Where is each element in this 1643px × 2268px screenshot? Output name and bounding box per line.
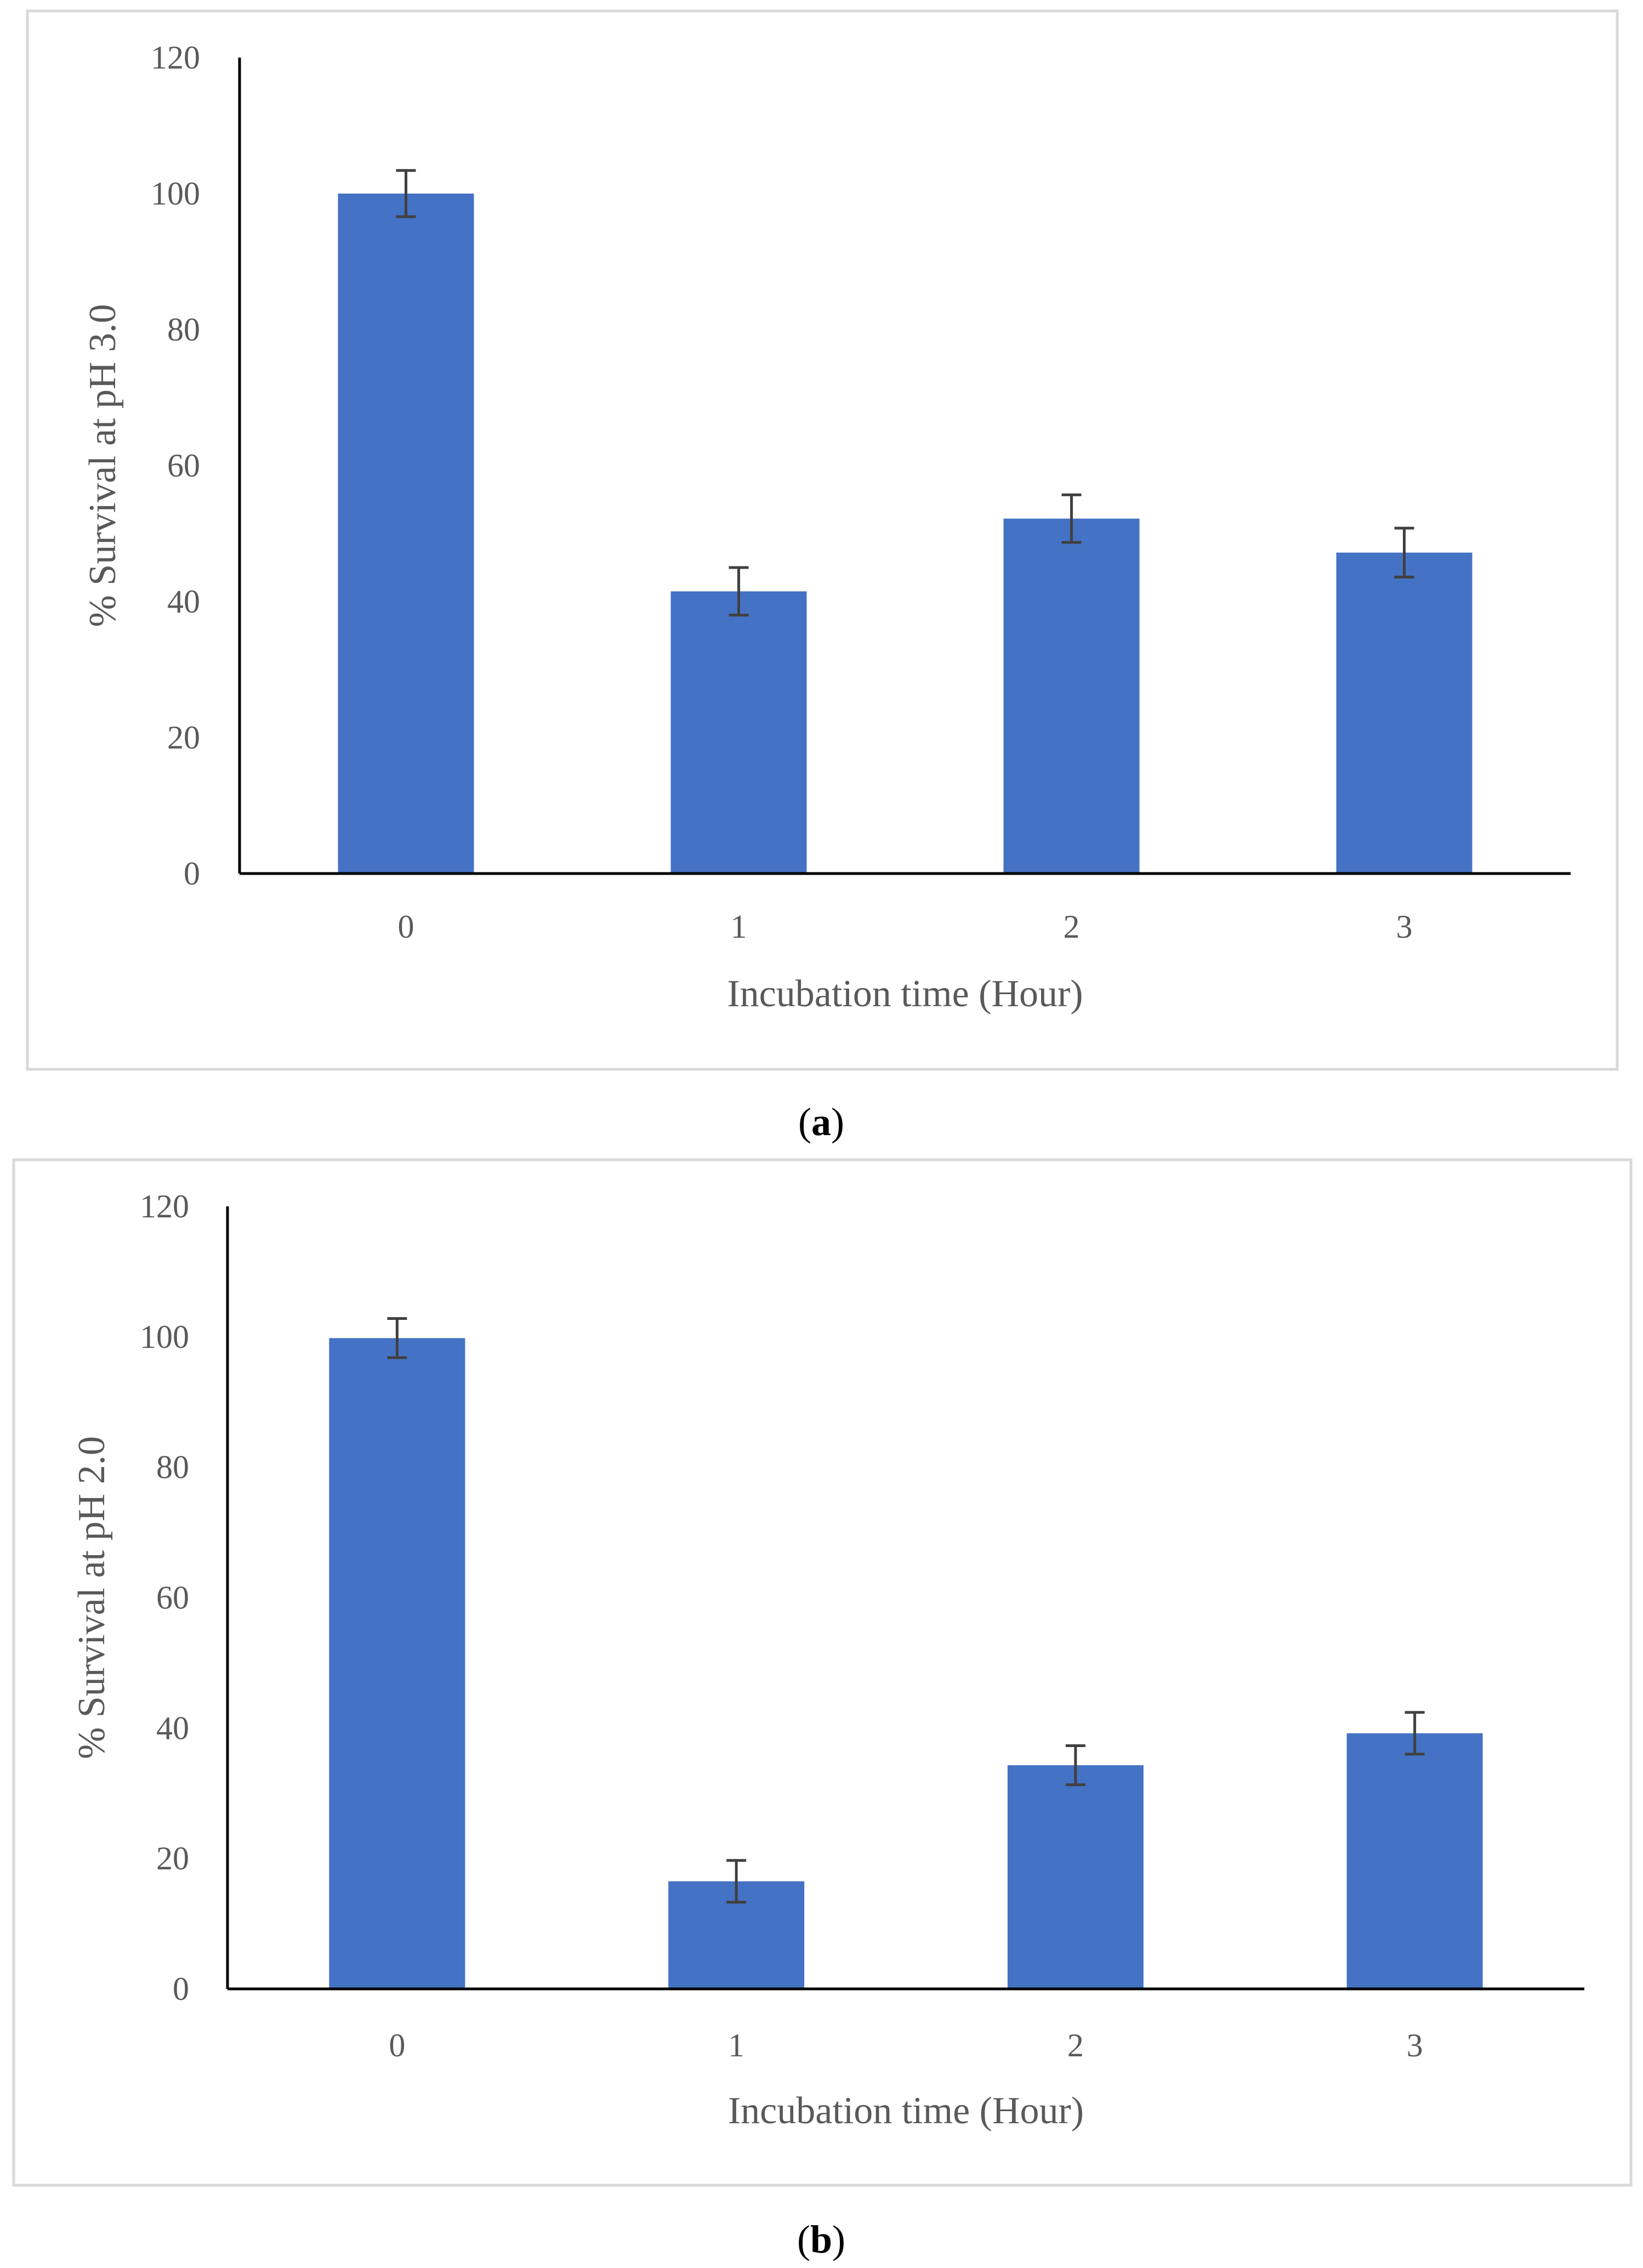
error-bar-a-3: [1394, 526, 1414, 579]
y-tick-labels-b: 0 20 40 60 80 100 120: [140, 1188, 189, 2007]
y-tick-label-a-80: 80: [167, 311, 200, 348]
y-axis-title-b: % Survival at pH 2.0: [71, 1436, 113, 1759]
error-bar-b-1: [726, 1859, 747, 1904]
bar-a-0: [338, 194, 474, 874]
y-tick-label-a-0: 0: [184, 855, 200, 892]
bar-a-2: [1003, 518, 1140, 874]
bar-b-2: [1007, 1765, 1144, 1989]
bars-a: [338, 194, 1473, 874]
x-tick-labels-a: 0 1 2 3: [398, 909, 1413, 945]
panel-label-a: (a): [798, 1100, 844, 1144]
y-axis-title-a: % Survival at pH 3.0: [82, 304, 124, 627]
y-tick-label-b-120: 120: [140, 1188, 189, 1224]
x-tick-label-b-0: 0: [389, 2027, 405, 2063]
x-tick-label-b-2: 2: [1067, 2027, 1084, 2063]
y-tick-label-b-0: 0: [173, 1971, 189, 2007]
bar-b-3: [1346, 1733, 1483, 1989]
error-bars-b: [387, 1317, 1425, 1904]
y-tick-labels-a: 0 20 40 60 80 100 120: [151, 39, 200, 892]
x-tick-label-b-1: 1: [728, 2027, 744, 2063]
error-bar-a-2: [1061, 493, 1082, 544]
error-bar-a-0: [396, 169, 416, 218]
x-tick-label-a-3: 3: [1396, 909, 1413, 945]
error-bar-b-3: [1405, 1711, 1425, 1756]
bar-b-0: [329, 1338, 465, 1989]
y-tick-label-b-60: 60: [156, 1580, 189, 1616]
x-tick-labels-b: 0 1 2 3: [389, 2027, 1423, 2063]
error-bar-b-2: [1065, 1744, 1085, 1787]
y-tick-label-b-100: 100: [140, 1319, 189, 1355]
y-tick-label-a-40: 40: [167, 583, 200, 620]
x-tick-label-a-0: 0: [398, 909, 414, 945]
error-bar-a-1: [729, 566, 749, 617]
y-tick-label-a-60: 60: [167, 447, 200, 484]
chart-frame-b: [12, 1158, 1633, 2187]
bar-a-1: [670, 591, 807, 874]
chart-panel-a: 0 20 40 60 80 100 120 0 1 2 3 % Survival at pH 3.…: [26, 9, 1619, 1144]
x-axis-title-b: Incubation time (Hour): [728, 2090, 1084, 2132]
x-tick-label-a-2: 2: [1064, 909, 1080, 945]
panel-label-b: (b): [797, 2218, 845, 2261]
x-tick-label-a-1: 1: [731, 909, 747, 945]
y-tick-label-b-20: 20: [156, 1840, 189, 1876]
y-tick-label-b-40: 40: [156, 1710, 189, 1746]
chart-frame-a: [26, 9, 1619, 1071]
chart-panel-b: 0 20 40 60 80 100 120 0 1 2 3 % Survival at pH 2.…: [12, 1158, 1633, 2261]
x-axis-title-a: Incubation time (Hour): [727, 973, 1083, 1015]
bar-a-3: [1336, 552, 1473, 874]
x-tick-label-b-3: 3: [1407, 2027, 1423, 2063]
error-bar-b-0: [387, 1317, 407, 1359]
y-tick-label-b-80: 80: [156, 1449, 189, 1485]
y-tick-label-a-120: 120: [151, 39, 200, 76]
y-tick-label-a-100: 100: [151, 175, 200, 212]
y-tick-label-a-20: 20: [167, 719, 200, 756]
error-bars-a: [396, 169, 1414, 617]
